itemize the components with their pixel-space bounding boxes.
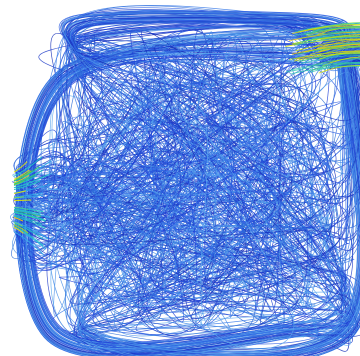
streamline (13, 215, 46, 229)
streamline (13, 214, 43, 225)
streamline (15, 27, 360, 294)
streamline (15, 39, 360, 352)
streamline (13, 209, 42, 217)
streamline (318, 46, 360, 56)
streamline (13, 169, 30, 180)
streamlines (10, 5, 360, 356)
streamline (13, 226, 44, 247)
streamline (13, 211, 46, 221)
streamline (13, 230, 44, 255)
streamline (13, 175, 37, 187)
streamline (297, 46, 360, 55)
streamline (305, 44, 360, 53)
streamline (10, 30, 360, 356)
streamline (13, 206, 44, 213)
streamline (13, 216, 24, 222)
streamline (312, 42, 360, 52)
streamline (15, 25, 360, 338)
streamline (301, 54, 360, 65)
streamline (13, 190, 26, 194)
streamline (13, 211, 47, 222)
streamline (295, 36, 360, 46)
streamline (13, 174, 36, 185)
streamline (15, 49, 360, 345)
streamline (13, 174, 48, 189)
streamline (13, 195, 43, 199)
streamline (290, 62, 360, 71)
streamline (301, 32, 360, 43)
jet-regions (13, 22, 360, 255)
streamline (318, 65, 360, 74)
streamline (318, 43, 360, 53)
streamline (297, 24, 360, 33)
streamline (67, 17, 360, 61)
streamline (15, 26, 360, 356)
streamline (322, 56, 360, 67)
streamline (11, 34, 360, 349)
streamline (15, 29, 360, 356)
streamline (15, 46, 360, 351)
streamline (13, 192, 43, 198)
streamline (285, 38, 360, 47)
streamline (291, 65, 360, 75)
streamline (13, 199, 32, 202)
streamline (13, 224, 29, 234)
streamline (13, 174, 30, 184)
streamline (294, 22, 360, 33)
streamline (285, 63, 360, 73)
streamline (314, 38, 360, 47)
streamline (15, 36, 360, 356)
streamline (303, 25, 360, 36)
streamline (306, 27, 360, 36)
streamline (15, 37, 360, 353)
streamline (311, 30, 360, 40)
streamline (13, 208, 41, 215)
streamline (13, 180, 41, 191)
streamline (319, 51, 360, 60)
streamline (293, 52, 360, 62)
streamline (13, 222, 44, 240)
streamline (13, 226, 24, 234)
streamline (15, 47, 360, 350)
streamline (316, 39, 360, 50)
streamline (15, 32, 360, 277)
streamline (289, 31, 360, 42)
streamline (13, 209, 51, 219)
streamline (15, 22, 360, 296)
streamline (13, 161, 28, 173)
streamline (13, 220, 49, 240)
streamline (295, 50, 360, 60)
streamline (61, 12, 360, 75)
streamline (15, 26, 360, 270)
streamline (13, 166, 40, 182)
streamline (13, 196, 24, 199)
streamline (13, 156, 43, 177)
